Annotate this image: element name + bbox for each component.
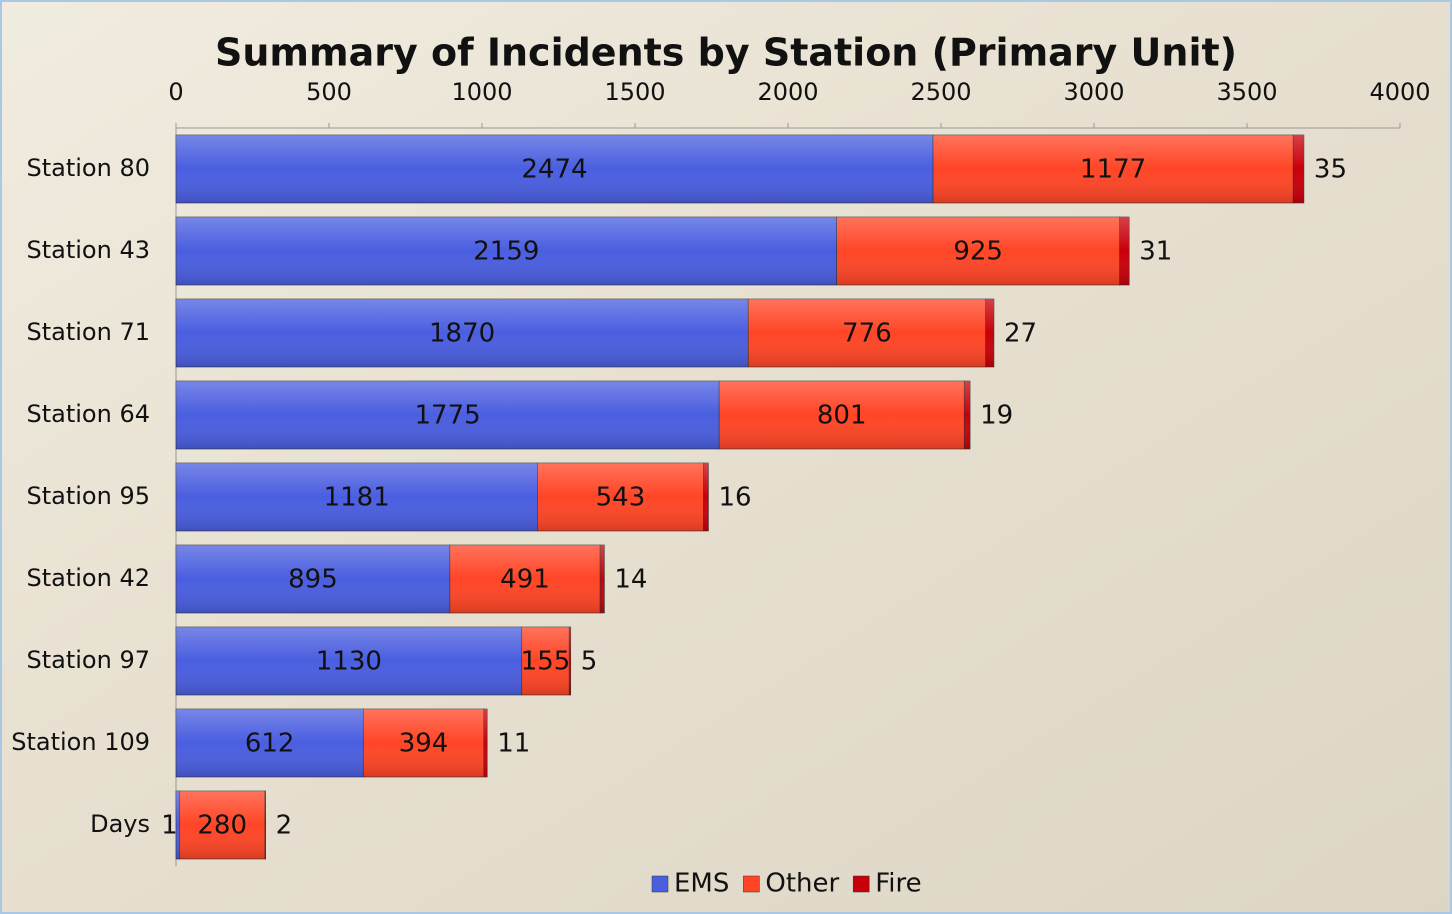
- bar-shade: [569, 627, 571, 695]
- y-tick-label: Station 95: [27, 482, 151, 510]
- chart: Summary of Incidents by Station (Primary…: [0, 0, 1452, 914]
- y-tick-label: Station 42: [27, 564, 151, 592]
- data-label: 280: [197, 811, 247, 841]
- x-tick-label: 0: [168, 78, 183, 106]
- bar-shade: [964, 381, 970, 449]
- x-tick-label: 1000: [451, 78, 512, 106]
- legend-label: EMS: [674, 869, 729, 899]
- data-label: 776: [842, 319, 892, 349]
- data-label: 155: [521, 647, 571, 677]
- legend-swatch: [652, 876, 668, 892]
- data-label: 14: [614, 565, 647, 595]
- x-tick-label: 1500: [604, 78, 665, 106]
- bar-shade: [600, 545, 604, 613]
- chart-title: Summary of Incidents by Station (Primary…: [215, 31, 1237, 75]
- legend-swatch: [853, 876, 869, 892]
- y-tick-label: Days: [90, 810, 150, 838]
- data-label: 2474: [521, 155, 587, 185]
- bar-shade: [1120, 217, 1129, 285]
- data-label: 2159: [473, 237, 539, 267]
- x-tick-label: 2500: [910, 78, 971, 106]
- data-label: 31: [1139, 237, 1172, 267]
- data-label: 895: [288, 565, 338, 595]
- x-tick-label: 3000: [1063, 78, 1124, 106]
- data-label: 19: [980, 401, 1013, 431]
- data-label: 1130: [316, 647, 382, 677]
- data-label: 2: [276, 811, 293, 841]
- y-tick-label: Station 71: [27, 318, 151, 346]
- x-tick-label: 500: [306, 78, 352, 106]
- data-label: 1177: [1080, 155, 1146, 185]
- data-label: 5: [581, 647, 598, 677]
- data-label: 394: [399, 729, 449, 759]
- bar-shade: [265, 791, 266, 859]
- bar-shade: [1293, 135, 1304, 203]
- bar-shade: [986, 299, 994, 367]
- x-tick-label: 3500: [1216, 78, 1277, 106]
- x-tick-label: 2000: [757, 78, 818, 106]
- data-label: 491: [500, 565, 550, 595]
- data-label: 16: [718, 483, 751, 513]
- data-label: 27: [1004, 319, 1037, 349]
- y-tick-label: Station 97: [27, 646, 151, 674]
- y-tick-label: Station 80: [27, 154, 151, 182]
- data-label: 1181: [324, 483, 390, 513]
- data-label: 1870: [429, 319, 495, 349]
- legend-label: Fire: [875, 869, 921, 899]
- legend-label: Other: [765, 869, 839, 899]
- y-tick-label: Station 64: [27, 400, 151, 428]
- data-label: 543: [596, 483, 646, 513]
- y-tick-label: Station 109: [11, 728, 150, 756]
- data-label: 11: [497, 729, 530, 759]
- y-tick-label: Station 43: [27, 236, 151, 264]
- x-tick-label: 4000: [1369, 78, 1430, 106]
- legend-swatch: [743, 876, 759, 892]
- data-label: 35: [1314, 155, 1347, 185]
- bar-shade: [484, 709, 487, 777]
- data-label: 1775: [414, 401, 480, 431]
- data-label: 612: [245, 729, 295, 759]
- data-label: 925: [953, 237, 1003, 267]
- data-label: 801: [817, 401, 867, 431]
- bar-shade: [704, 463, 709, 531]
